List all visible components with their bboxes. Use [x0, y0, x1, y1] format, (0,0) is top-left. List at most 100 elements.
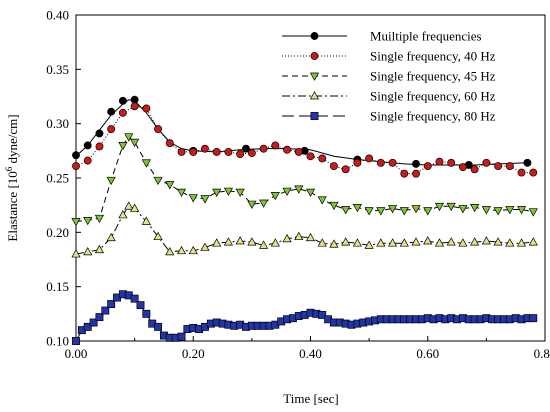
- data-point-3: [364, 240, 374, 249]
- data-point-2: [259, 199, 269, 208]
- data-point-2: [470, 203, 480, 213]
- data-point-4: [177, 332, 186, 341]
- data-point-1: [388, 158, 397, 167]
- data-point-1: [259, 144, 268, 153]
- data-point-3: [124, 201, 134, 210]
- data-point-1: [470, 165, 479, 174]
- data-point-2: [411, 205, 421, 214]
- data-point-1: [154, 125, 163, 134]
- data-point-1: [482, 158, 491, 167]
- data-point-3: [317, 238, 327, 247]
- data-point-2: [235, 188, 245, 198]
- x-tick-label: 0.60: [416, 346, 439, 361]
- data-point-3: [341, 237, 351, 246]
- data-point-3: [141, 216, 151, 225]
- data-point-2: [165, 181, 175, 190]
- data-point-3: [446, 237, 456, 246]
- legend-marker-3: [309, 91, 320, 100]
- data-point-3: [71, 249, 81, 258]
- series-line-3: [75, 205, 534, 255]
- data-point-4: [136, 301, 145, 310]
- data-point-3: [376, 238, 386, 247]
- data-point-1: [517, 168, 526, 177]
- y-axis-title-part1: Elastance [10: [5, 171, 20, 241]
- data-point-3: [528, 237, 538, 246]
- data-point-4: [107, 300, 116, 309]
- data-point-2: [481, 206, 491, 215]
- x-tick-label: 0.00: [65, 346, 88, 361]
- data-point-2: [282, 187, 292, 196]
- data-point-1: [118, 108, 127, 117]
- data-point-1: [365, 154, 374, 163]
- data-point-1: [165, 139, 174, 148]
- data-point-2: [71, 218, 81, 227]
- data-point-3: [94, 244, 105, 254]
- data-point-4: [72, 337, 80, 345]
- data-point-1: [83, 156, 92, 165]
- data-point-2: [212, 188, 222, 198]
- data-point-1: [423, 162, 432, 170]
- data-point-1: [447, 158, 456, 167]
- x-axis-title: Time [sec]: [283, 391, 339, 406]
- data-point-1: [494, 162, 503, 170]
- data-point-3: [399, 238, 409, 247]
- data-point-2: [200, 195, 210, 204]
- data-point-0: [118, 96, 127, 105]
- data-point-2: [270, 192, 280, 201]
- series-line-1: [75, 105, 534, 175]
- legend-label-1: Single frequency, 40 Hz: [370, 49, 496, 64]
- data-point-2: [176, 188, 187, 198]
- data-point-4: [130, 294, 139, 303]
- data-point-4: [142, 309, 151, 318]
- data-point-1: [353, 158, 362, 167]
- y-tick-label: 0.15: [46, 279, 69, 294]
- data-point-2: [83, 217, 93, 226]
- data-point-0: [412, 159, 420, 168]
- data-point-1: [529, 168, 538, 177]
- data-point-1: [330, 162, 338, 170]
- legend-label-0: Muiltiple frequencies: [370, 29, 482, 44]
- data-point-1: [72, 162, 80, 170]
- y-tick-label: 0.35: [46, 62, 69, 77]
- y-axis: 0.10 0.15 0.20 0.25 0.30 0.35 0.40: [46, 8, 81, 349]
- data-point-1: [201, 144, 209, 153]
- data-point-2: [153, 176, 163, 186]
- data-point-3: [235, 236, 245, 245]
- data-point-2: [329, 201, 339, 211]
- data-point-1: [107, 125, 116, 134]
- data-point-3: [282, 233, 292, 243]
- data-point-3: [352, 238, 362, 247]
- data-point-3: [176, 245, 187, 255]
- data-point-2: [434, 202, 445, 212]
- data-point-3: [83, 246, 93, 256]
- data-point-2: [493, 207, 503, 216]
- data-point-2: [387, 205, 398, 214]
- data-point-3: [423, 236, 433, 245]
- data-point-2: [341, 206, 351, 215]
- data-point-2: [352, 203, 362, 213]
- data-point-3: [165, 246, 175, 256]
- data-point-3: [118, 210, 128, 219]
- data-point-3: [130, 203, 140, 212]
- data-point-1: [212, 147, 221, 156]
- data-point-3: [458, 238, 468, 247]
- data-point-3: [505, 238, 515, 247]
- data-point-1: [130, 102, 139, 111]
- data-point-2: [516, 206, 527, 215]
- data-point-2: [505, 206, 515, 215]
- data-point-3: [153, 231, 163, 241]
- data-point-2: [446, 202, 456, 212]
- legend-label-2: Single frequency, 45 Hz: [370, 69, 496, 84]
- data-point-0: [242, 144, 250, 153]
- data-point-1: [189, 147, 198, 156]
- data-point-1: [458, 163, 467, 172]
- data-point-1: [95, 142, 104, 151]
- data-point-0: [83, 141, 92, 150]
- data-point-1: [294, 147, 303, 156]
- data-point-2: [317, 196, 327, 205]
- data-point-0: [130, 95, 139, 104]
- legend-marker-4: [310, 112, 319, 120]
- legend-label-4: Single frequency, 80 Hz: [370, 109, 496, 124]
- data-point-3: [212, 238, 222, 247]
